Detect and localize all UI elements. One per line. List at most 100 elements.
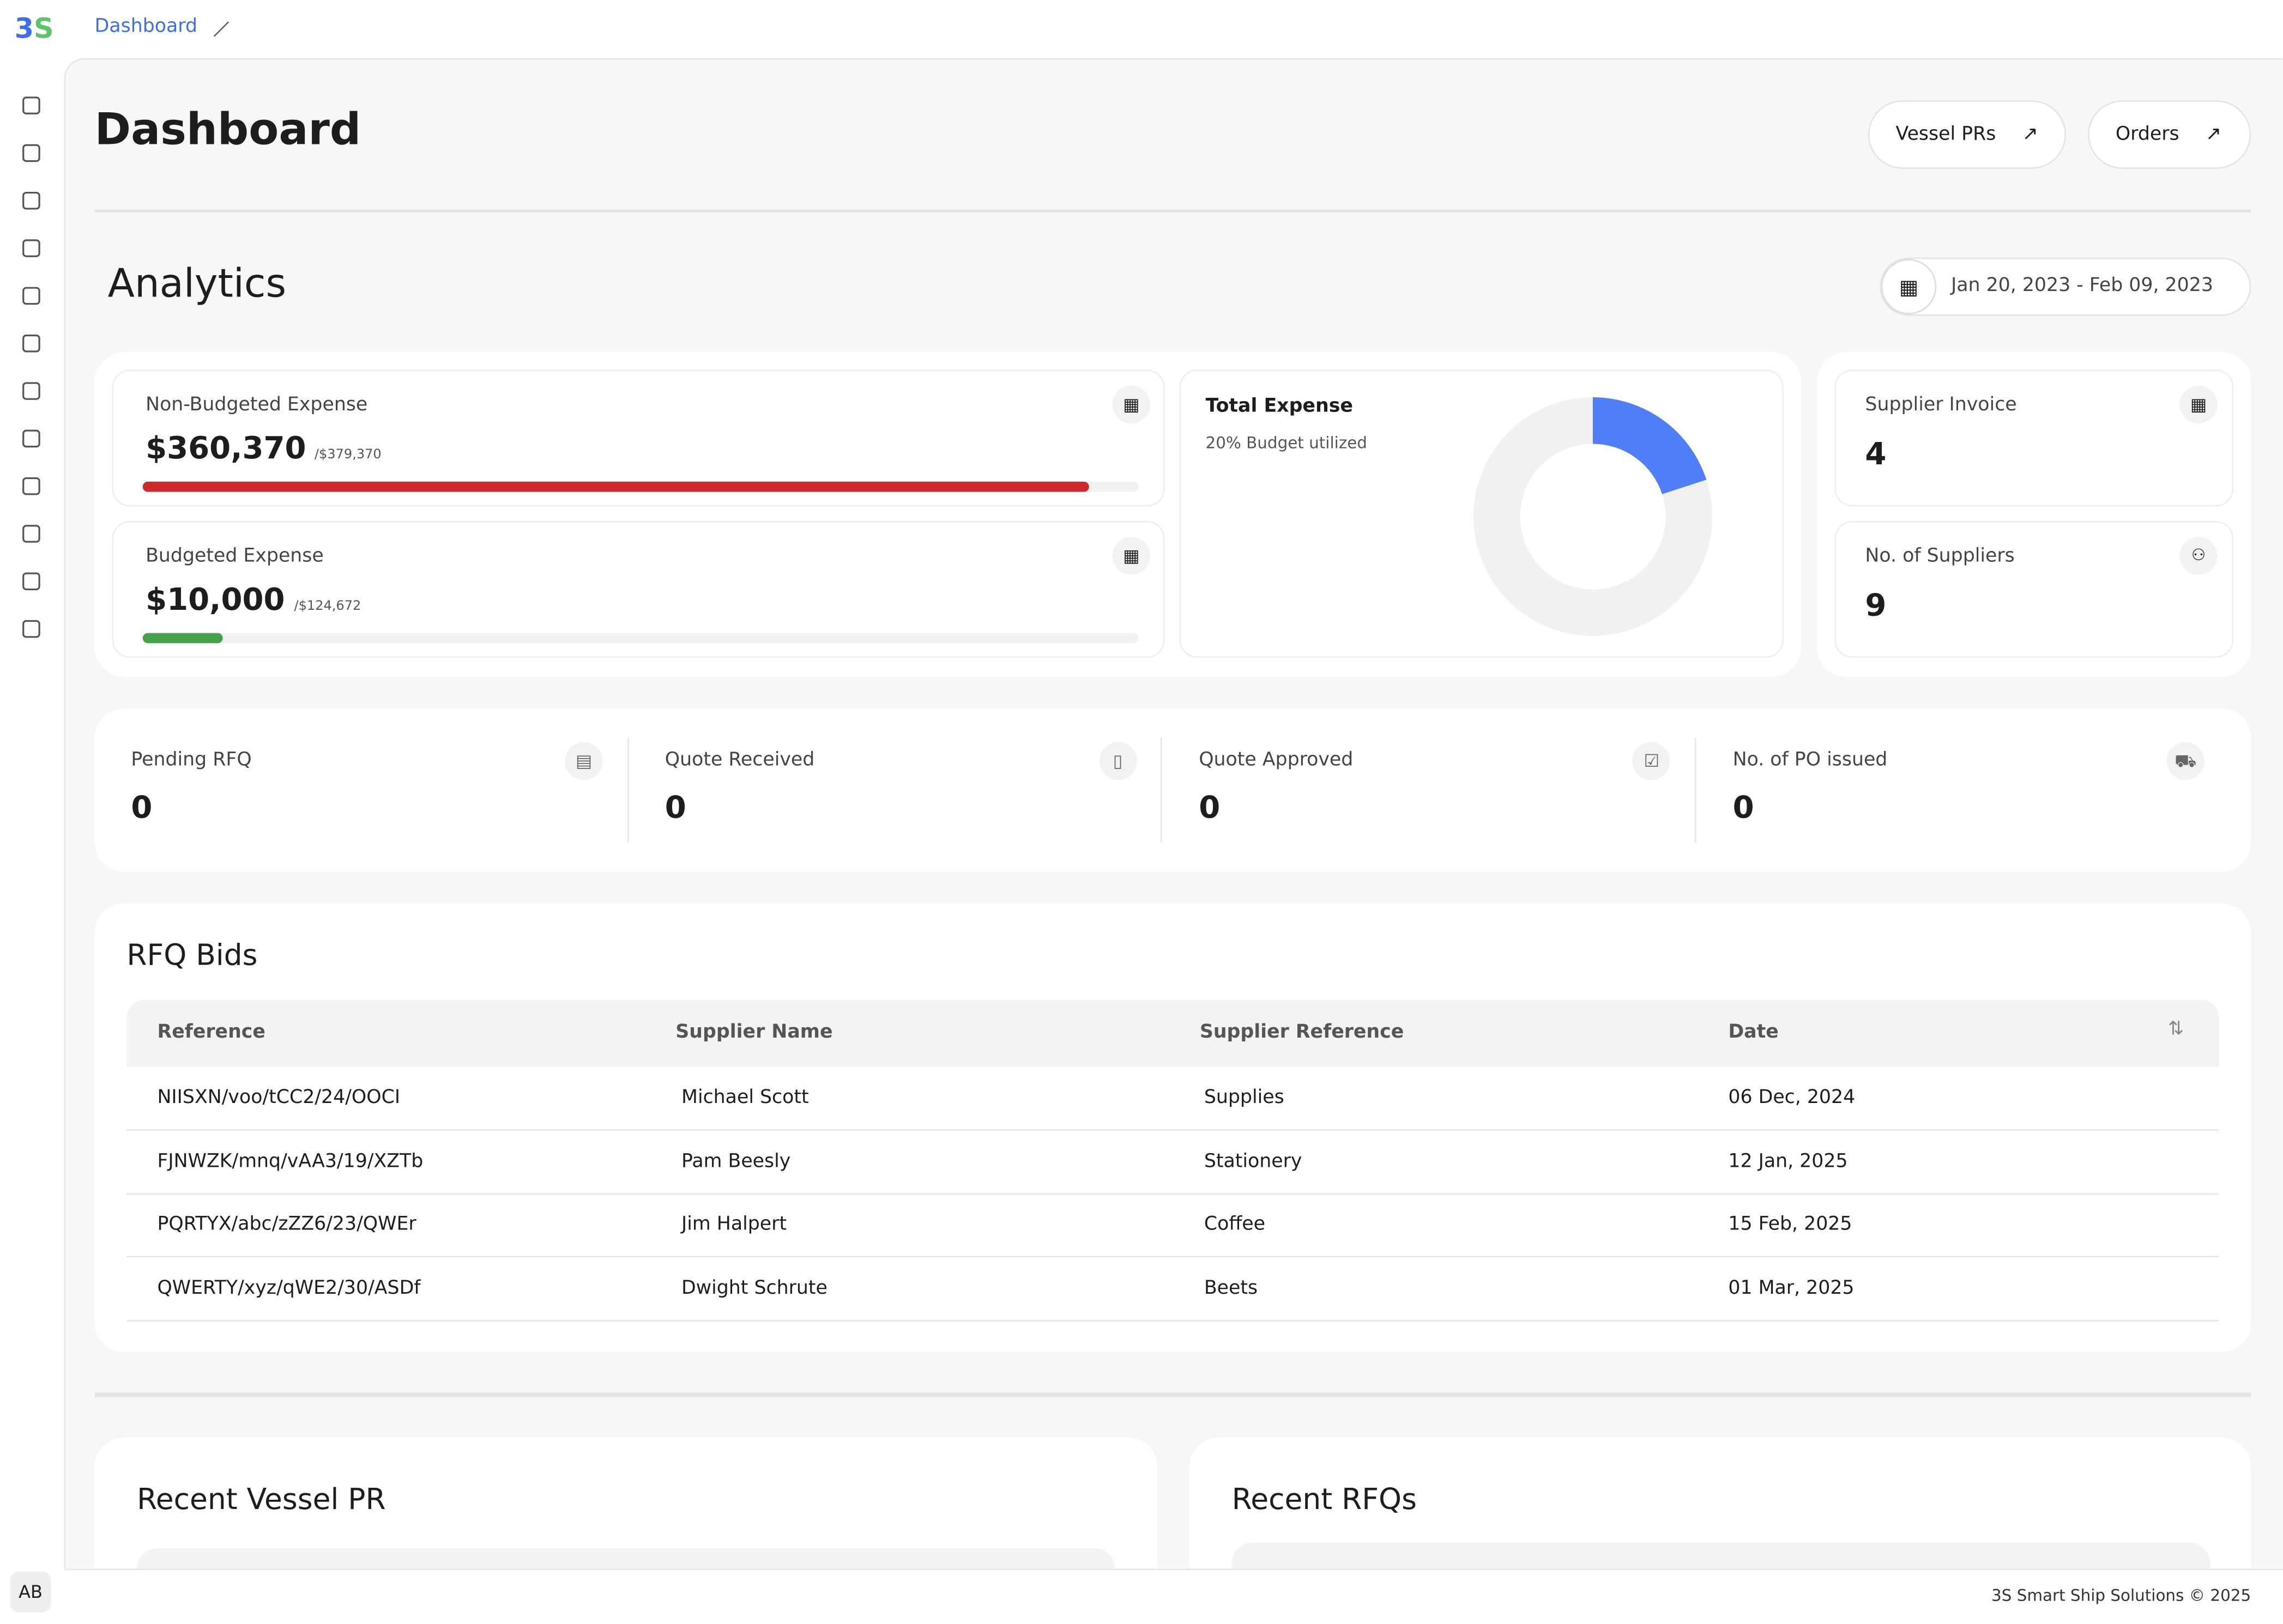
card-value: $10,000	[146, 582, 285, 617]
column-divider	[1695, 737, 1696, 843]
column-header: Supplier Name	[675, 1021, 833, 1044]
stat-value: 0	[1199, 790, 1221, 826]
table-cell: FJNWZK/mnq/vAA3/19/XZTb	[157, 1150, 424, 1173]
table-cell: Coffee	[1204, 1214, 1265, 1236]
progress-track	[142, 481, 1139, 492]
page-title: Dashboard	[94, 105, 361, 156]
icon: ⛟	[2166, 742, 2205, 780]
button-label: Vessel PRs	[1895, 123, 1996, 146]
rfq-card: RFQ Bids Reference Supplier Name Supplier …	[94, 904, 2251, 1352]
table-cell: 06 Dec, 2024	[1728, 1087, 1856, 1109]
table-cell: Jim Halpert	[681, 1214, 787, 1236]
row-border	[126, 1319, 2219, 1322]
button[interactable]: Vessel PRs ↗	[1868, 100, 2067, 169]
nav-icon	[22, 429, 40, 448]
table-cell: PQRTYX/abc/zZZ6/23/QWEr	[157, 1214, 416, 1236]
stat-label: No. of PO issued	[1732, 749, 1888, 772]
icon: ▦	[1112, 537, 1151, 575]
nav-icon	[22, 191, 40, 210]
button-label: Orders	[2115, 123, 2179, 146]
card-value: $360,370	[146, 431, 306, 466]
nav-icon	[22, 525, 40, 543]
table-cell: 01 Mar, 2025	[1728, 1277, 1855, 1300]
avatar[interactable]: AB	[10, 1571, 51, 1613]
nav-icon	[22, 382, 40, 400]
column-header: Supplier Reference	[1199, 1021, 1404, 1044]
table-cell: Stationery	[1204, 1150, 1302, 1173]
card-label: Non-Budgeted Expense	[146, 394, 368, 416]
icon: ▦	[1112, 385, 1151, 424]
table-cell: Dwight Schrute	[681, 1277, 828, 1300]
date-picker[interactable]: Jan 20, 2023 - Feb 09, 2023	[1880, 257, 2251, 316]
icon: ⚇	[2179, 537, 2218, 575]
icon: ▤	[565, 742, 603, 780]
stat-label: Quote Approved	[1199, 749, 1354, 772]
row-border	[126, 1256, 2219, 1258]
table: Reference Supplier Name Supplier Reference…	[126, 999, 2219, 1322]
nav-icon	[22, 477, 40, 495]
stat-card: Supplier Invoice ▦ 4	[1834, 369, 2234, 507]
card-value: 4	[1865, 437, 1887, 472]
table-cell: QWERTY/xyz/qWE2/30/ASDf	[157, 1277, 421, 1300]
nav-icon	[22, 620, 40, 638]
nav-icon	[22, 239, 40, 257]
column-header: Date	[1728, 1021, 1779, 1044]
expense-card: Non-Budgeted Expense ▦ $360,370 /$379,370	[112, 369, 1165, 507]
column-divider	[627, 737, 629, 843]
donut	[1473, 397, 1712, 636]
card-title: Recent Vessel PR	[137, 1481, 386, 1517]
column-divider	[1161, 737, 1163, 843]
divider	[94, 209, 2251, 213]
progress-track	[142, 633, 1139, 644]
breadcrumb[interactable]: Dashboard	[94, 16, 197, 38]
stat-value: 0	[131, 790, 153, 826]
breadcrumb-sep	[213, 21, 229, 37]
icon: ☑	[1633, 742, 1671, 780]
nav-icon	[22, 144, 40, 162]
logo[interactable]: 3S	[14, 13, 54, 45]
donut-slice	[1592, 397, 1707, 494]
card-limit: /$379,370	[314, 448, 382, 463]
card-label: Budgeted Expense	[146, 546, 324, 568]
column-header: Reference	[157, 1021, 265, 1044]
card-limit: /$124,672	[294, 599, 361, 614]
icon: ▯	[1098, 742, 1137, 780]
card-label: Total Expense	[1205, 396, 1353, 418]
progress-bar	[142, 481, 1089, 492]
icon: ▦	[2179, 385, 2218, 424]
arrow: ↗	[2022, 123, 2038, 146]
stat-value: 0	[1732, 790, 1754, 826]
nav-icon	[22, 572, 40, 591]
stat-card: No. of Suppliers ⚇ 9	[1834, 520, 2234, 658]
progress-bar	[142, 633, 223, 644]
row-border	[126, 1192, 2219, 1195]
card-value: 9	[1865, 587, 1887, 623]
sidebar-icons	[22, 96, 40, 638]
calendar-icon: ▦	[1881, 259, 1937, 314]
table-cell: Pam Beesly	[681, 1150, 791, 1173]
card-label: Supplier Invoice	[1865, 394, 2017, 416]
card-title: Recent RFQs	[1231, 1481, 1417, 1517]
nav-icon	[22, 334, 40, 353]
table-cell: Michael Scott	[681, 1087, 809, 1109]
stats-card: Pending RFQ 0 ▤ Quote Received 0 ▯ Quote Appro…	[94, 708, 2251, 872]
table-cell: Beets	[1204, 1277, 1258, 1300]
stat-label: Pending RFQ	[131, 749, 252, 772]
table-header	[126, 999, 2219, 1067]
table-cell: Supplies	[1204, 1087, 1284, 1109]
button[interactable]: Orders ↗	[2088, 100, 2251, 169]
table-cell: 15 Feb, 2025	[1728, 1214, 1852, 1236]
total-expense-card: Total Expense 20% Budget utilized	[1179, 369, 1784, 658]
card-label: No. of Suppliers	[1865, 546, 2015, 568]
card-title: RFQ Bids	[126, 937, 258, 972]
row-border	[126, 1129, 2219, 1131]
footer: 3S Smart Ship Solutions © 2025	[64, 1568, 2283, 1624]
expense-card: Budgeted Expense ▦ $10,000 /$124,672	[112, 520, 1165, 658]
stat-value: 0	[665, 790, 686, 826]
card-note: 20% Budget utilized	[1205, 433, 1367, 453]
nav-icon	[22, 287, 40, 305]
table-cell: NIISXN/voo/tCC2/24/OOCI	[157, 1087, 401, 1109]
table-cell: 12 Jan, 2025	[1728, 1150, 1848, 1173]
